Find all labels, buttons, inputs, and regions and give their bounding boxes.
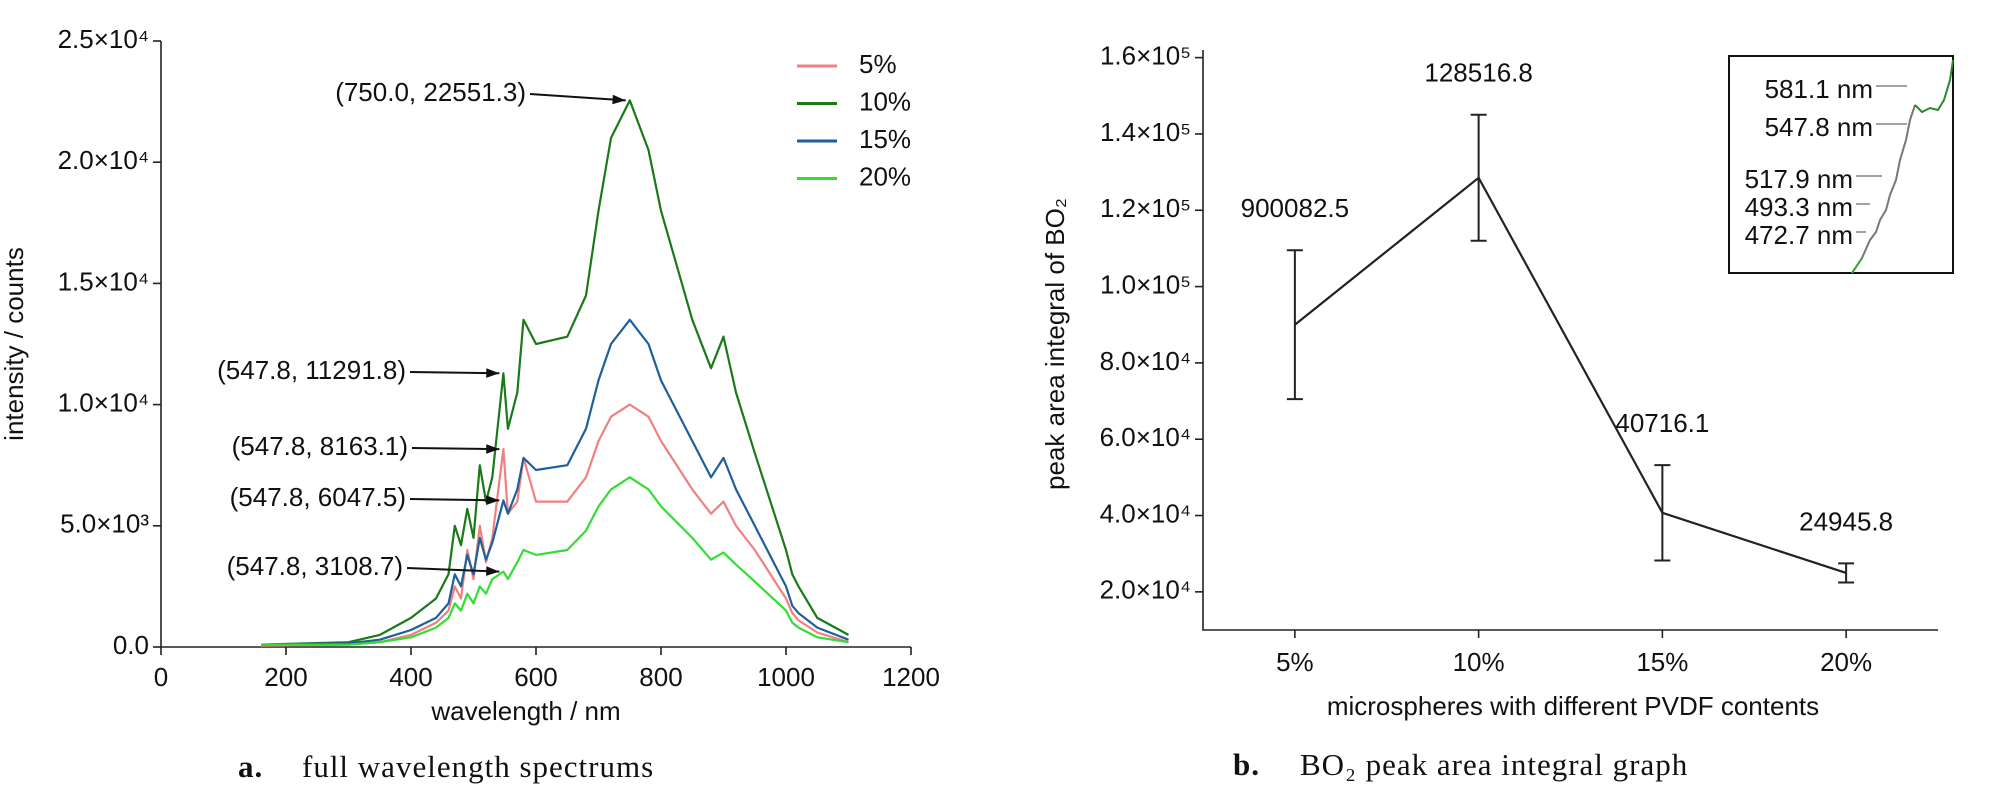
arrow-head [486, 566, 500, 576]
spectrum-line [260, 403, 849, 647]
x-tick-label: 800 [639, 662, 682, 692]
arrow-head [486, 495, 500, 505]
arrow-head [486, 368, 500, 378]
y-axis-label: intensity / counts [0, 247, 29, 441]
inset-curve [1914, 59, 1954, 114]
y-tick-label: 2.0×10⁴ [1100, 575, 1191, 605]
y-tick-label: 1.0×10⁵ [1100, 269, 1191, 299]
legend-label: 5% [859, 49, 897, 79]
x-tick-label: 5% [1276, 647, 1314, 677]
annotation-arrow [529, 93, 626, 102]
spectrum-line [260, 99, 850, 646]
inset-label: 493.3 nm [1745, 192, 1853, 222]
y-tick-label: 5.0×10³ [60, 509, 149, 539]
legend-label: 10% [859, 86, 911, 116]
annotation-arrow [409, 498, 500, 502]
annotation: (750.0, 22551.3) [335, 77, 526, 107]
x-tick-label: 1200 [882, 662, 940, 692]
data-label: 40716.1 [1615, 408, 1709, 438]
y-tick-label: 1.5×10⁴ [58, 266, 149, 296]
inset-label: 472.7 nm [1745, 220, 1853, 250]
x-tick-label: 200 [264, 662, 307, 692]
caption-label: a. [238, 749, 263, 784]
axis [1202, 50, 1938, 631]
y-tick-label: 1.2×10⁵ [1100, 193, 1191, 223]
spectrum-line [260, 318, 849, 646]
caption: BO₂ peak area integral graph [1300, 747, 1688, 782]
arrow-head [612, 94, 626, 105]
data-line [1294, 176, 1847, 575]
annotation: (547.8, 6047.5) [230, 482, 406, 512]
annotation-arrow [406, 567, 500, 573]
inset-label: 517.9 nm [1745, 164, 1853, 194]
y-tick-label: 4.0×10⁴ [1100, 498, 1191, 528]
inset-curve [1851, 257, 1863, 274]
x-tick-label: 1000 [757, 662, 815, 692]
legend-label: 15% [859, 124, 911, 154]
y-tick-label: 2.0×10⁴ [58, 145, 149, 175]
x-tick-label: 600 [514, 662, 557, 692]
inset-label: 547.8 nm [1765, 112, 1873, 142]
spectrum-line [261, 476, 849, 646]
y-tick-label: 2.5×10⁴ [58, 24, 149, 54]
annotation: (547.8, 8163.1) [232, 431, 408, 461]
inset-box [1728, 55, 1954, 274]
y-tick-label: 1.4×10⁵ [1100, 117, 1191, 147]
annotation-arrow [411, 447, 500, 451]
inset-curve [1851, 104, 1916, 274]
y-tick-label: 1.0×10⁴ [58, 387, 149, 417]
y-tick-label: 0.0 [113, 630, 149, 660]
legend-label: 20% [859, 161, 911, 191]
inset-label: 581.1 nm [1765, 74, 1873, 104]
y-tick-label: 1.6×10⁵ [1100, 41, 1191, 71]
annotation: (547.8, 3108.7) [227, 551, 403, 581]
y-tick-label: 8.0×10⁴ [1100, 346, 1191, 376]
arrow-head [486, 444, 500, 454]
caption-label: b. [1233, 747, 1260, 782]
x-tick-label: 15% [1636, 647, 1688, 677]
data-label: 24945.8 [1799, 506, 1893, 536]
caption: full wavelength spectrums [302, 749, 654, 784]
data-label: 900082.5 [1241, 193, 1349, 223]
y-tick-label: 6.0×10⁴ [1100, 422, 1191, 452]
x-tick-label: 20% [1820, 647, 1872, 677]
x-axis-label: microspheres with different PVDF content… [1327, 691, 1819, 721]
x-axis-label: wavelength / nm [430, 696, 620, 726]
annotation: (547.8, 11291.8) [217, 355, 406, 385]
data-label: 128516.8 [1424, 58, 1532, 88]
x-tick-label: 10% [1453, 647, 1505, 677]
x-tick-label: 400 [389, 662, 432, 692]
x-tick-label: 0 [154, 662, 168, 692]
y-axis-label: peak area integral of BO₂ [1040, 198, 1070, 490]
annotation-arrow [409, 371, 500, 375]
